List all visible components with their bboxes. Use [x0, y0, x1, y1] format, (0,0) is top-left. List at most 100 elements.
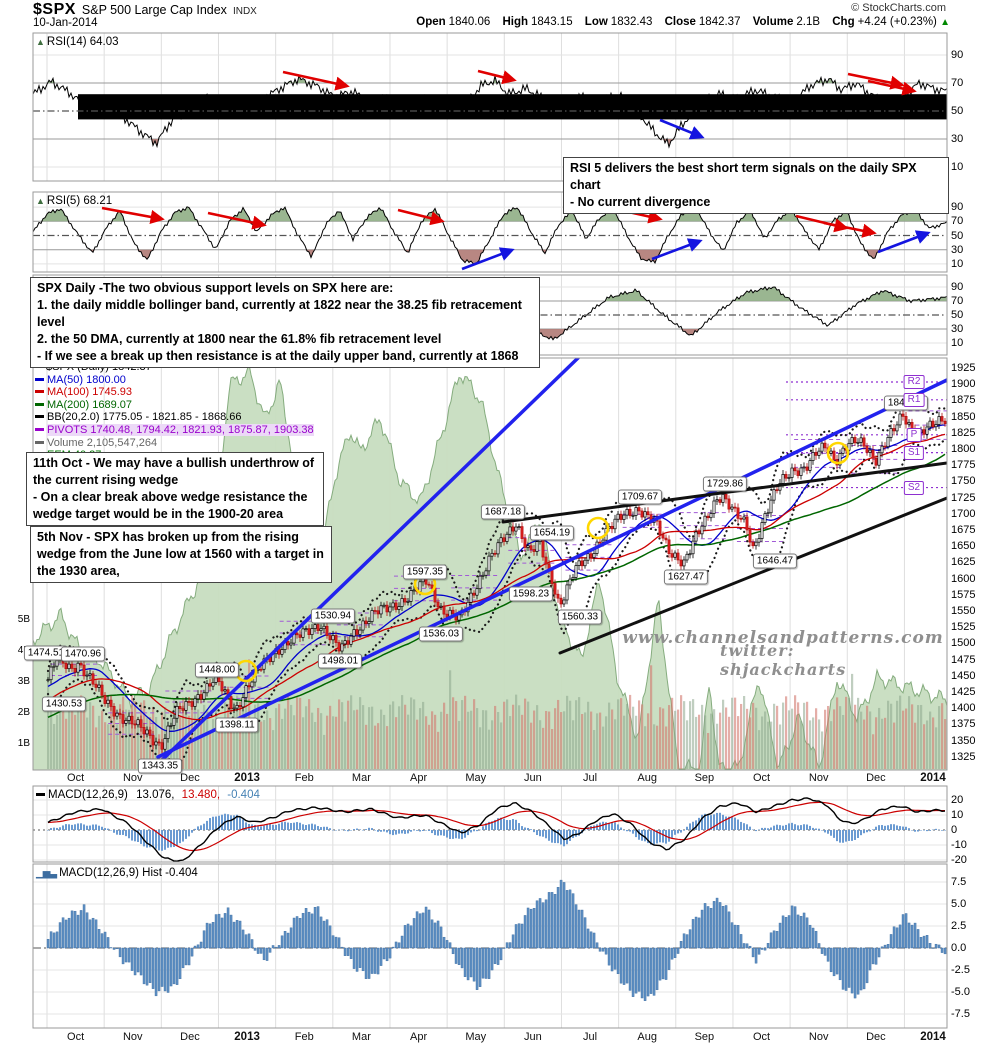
note-line: - If we see a break up then resistance i… — [37, 349, 519, 363]
price-axis-tick: 1650 — [951, 540, 976, 553]
y-axis-tick: 70 — [951, 295, 964, 307]
note-line: the current rising wedge — [33, 473, 179, 487]
line-swatch-icon — [35, 390, 44, 394]
note-line: 11th Oct - We may have a bullish underth… — [33, 456, 315, 470]
pivot-label-p: P — [906, 427, 922, 442]
price-flag: 1448.00 — [194, 662, 240, 678]
month-label: May — [465, 1031, 487, 1043]
chg-up-icon: ▲ — [940, 17, 950, 28]
legend-item: MA(100) 1745.93 — [35, 386, 314, 399]
spx-daily-annotation-box: SPX Daily -The two obvious support level… — [30, 277, 540, 368]
rsi5-annotation-box: RSI 5 delivers the best short term signa… — [563, 157, 949, 214]
price-axis-tick: 1675 — [951, 524, 976, 536]
month-label: Sep — [694, 772, 715, 784]
month-label: Aug — [637, 772, 658, 784]
symbol: $SPX — [33, 1, 76, 18]
month-label: Dec — [866, 772, 886, 784]
price-flag: 1430.53 — [41, 696, 87, 712]
month-label: Dec — [866, 1031, 886, 1043]
macd-hist-value: -0.404 — [227, 789, 260, 801]
copyright: © StockCharts.com — [851, 2, 946, 14]
month-label: Jun — [524, 1031, 542, 1043]
line-swatch-icon — [35, 377, 44, 381]
price-flag: 1646.47 — [752, 553, 798, 569]
y-axis-tick: 50 — [951, 105, 964, 117]
note-line: the 1930 area, — [37, 564, 120, 578]
month-label: 2013 — [234, 772, 260, 784]
month-label: Dec — [180, 772, 200, 784]
month-label: Feb — [294, 772, 314, 784]
y-axis-tick: 10 — [951, 161, 964, 173]
note-line: 2. the 50 DMA, currently at 1800 near th… — [37, 332, 442, 346]
legend-item: Volume 2,105,547,264 — [35, 437, 314, 450]
price-flag: 1343.35 — [137, 758, 183, 774]
month-label: Apr — [410, 1031, 428, 1043]
price-axis-tick: 1900 — [951, 378, 976, 391]
rsi5-legend-text: RSI(5) 68.21 — [46, 195, 113, 207]
month-label: Mar — [351, 772, 371, 784]
month-label: Mar — [351, 1031, 371, 1043]
month-label: Nov — [122, 1031, 143, 1043]
note-line: 1. the daily middle bollinger band, curr… — [37, 298, 522, 329]
pivot-label-s1: S1 — [903, 445, 925, 460]
macd-signal-value: 13.480, — [181, 789, 221, 801]
price-axis-tick: 1775 — [951, 459, 976, 472]
close-label: Close — [664, 16, 696, 28]
note-line: - On a clear break above wedge resistanc… — [33, 490, 308, 504]
macd-value: 13.076, — [136, 789, 175, 801]
macd-line-icon — [36, 793, 45, 796]
nov-annotation-box: 5th Nov - SPX has broken up from the ris… — [30, 526, 332, 583]
month-label: Jul — [583, 772, 598, 784]
price-axis-tick: 1400 — [951, 702, 976, 715]
open-label: Open — [416, 16, 446, 28]
month-label: Sep — [694, 1031, 715, 1043]
y-axis-tick: 90 — [951, 281, 964, 293]
chart-date: 10-Jan-2014 — [33, 17, 98, 29]
y-axis-tick: 90 — [951, 201, 964, 214]
macd-hist-legend: ▁▅▃ MACD(12,26,9) Hist -0.404 — [36, 867, 198, 879]
month-label: Jun — [524, 772, 542, 784]
price-axis-tick: 1700 — [951, 507, 976, 520]
pivot-label-r2: R2 — [903, 375, 925, 389]
price-axis-tick: 1825 — [951, 426, 976, 439]
price-axis-tick: 1350 — [951, 734, 976, 747]
chart-header: $SPX S&P 500 Large Cap Index INDX — [33, 1, 257, 18]
macd-name: MACD(12,26,9) — [48, 789, 128, 801]
hist-axis-tick: 5.0 — [951, 898, 967, 910]
legend-text: BB(20,2.0) 1775.05 - 1821.85 - 1868.66 — [47, 411, 242, 424]
y-axis-tick: 50 — [951, 229, 964, 242]
chg-label: Chg — [832, 16, 855, 28]
price-axis-tick: 1550 — [951, 605, 976, 617]
month-label: Nov — [808, 772, 829, 784]
month-label: Feb — [294, 1031, 314, 1043]
month-label: Oct — [67, 772, 85, 784]
rsi14-legend: ▲ RSI(14) 64.03 — [36, 36, 119, 48]
price-flag: 1598.23 — [508, 586, 554, 602]
histogram-icon: ▁▅▃ — [36, 868, 57, 879]
price-axis-tick: 1375 — [951, 718, 976, 731]
month-label: Aug — [637, 1031, 658, 1043]
price-axis-tick: 1475 — [951, 653, 976, 666]
price-flag: 1729.86 — [702, 476, 748, 492]
legend-item: MA(50) 1800.00 — [35, 374, 314, 387]
rsi5-legend: ▲ RSI(5) 68.21 — [36, 195, 112, 207]
rsi14-legend-text: RSI(14) 64.03 — [46, 36, 119, 48]
y-axis-tick: 30 — [951, 133, 964, 145]
price-flag: 1498.01 — [317, 653, 363, 669]
legend-text: PIVOTS 1740.48, 1794.42, 1821.93, 1875.8… — [47, 423, 314, 436]
y-axis-tick: 10 — [951, 257, 964, 270]
month-label: Dec — [180, 1031, 200, 1043]
macd-hist-legend-text: MACD(12,26,9) Hist -0.404 — [59, 867, 198, 879]
legend-item: BB(20,2.0) 1775.05 - 1821.85 - 1868.66 — [35, 411, 314, 424]
note-line: - No current divergence — [570, 195, 711, 209]
hist-axis-tick: -5.0 — [951, 986, 970, 998]
hist-axis-tick: -2.5 — [951, 964, 970, 976]
y-axis-tick: 90 — [951, 49, 964, 61]
note-line: SPX Daily -The two obvious support level… — [37, 281, 394, 295]
y-axis-tick: 50 — [951, 309, 964, 321]
y-axis-tick: 30 — [951, 243, 964, 256]
price-axis-tick: 1925 — [951, 362, 976, 374]
legend-text: MA(200) 1689.07 — [47, 398, 132, 411]
line-swatch-icon — [35, 427, 44, 431]
